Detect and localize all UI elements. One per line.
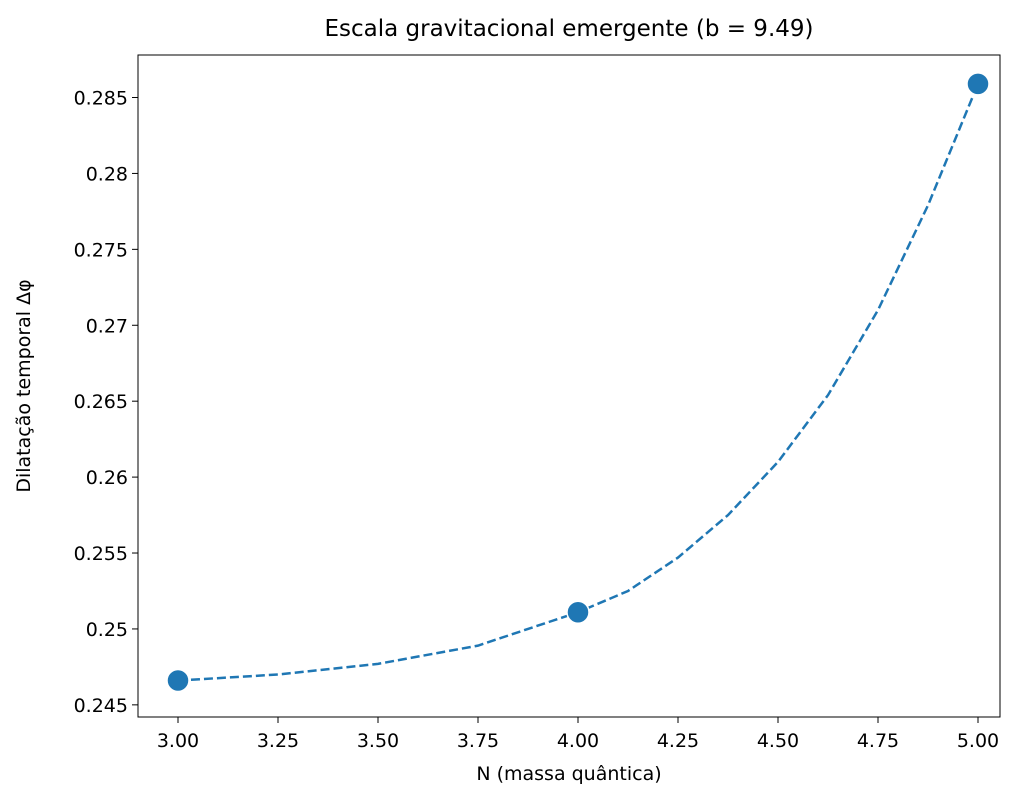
fit-line — [177, 83, 980, 682]
x-tick-label: 3.25 — [257, 730, 299, 752]
x-tick-label: 5.00 — [957, 730, 999, 752]
y-tick-label: 0.275 — [74, 239, 128, 261]
x-tick-label: 4.25 — [657, 730, 699, 752]
x-tick-label: 4.75 — [857, 730, 899, 752]
plot-frame — [137, 54, 1001, 718]
x-tick-label: 3.50 — [357, 730, 399, 752]
data-point — [166, 668, 190, 693]
x-tick-label: 4.00 — [557, 730, 599, 752]
x-tick-label: 3.00 — [157, 730, 199, 752]
x-tick-label: 4.50 — [757, 730, 799, 752]
y-tick-label: 0.285 — [74, 88, 128, 110]
y-tick-label: 0.25 — [86, 619, 128, 641]
data-point — [966, 72, 990, 96]
y-tick-label: 0.245 — [74, 695, 128, 717]
y-axis-label: Dilatação temporal Δφ — [13, 279, 35, 492]
data-point — [566, 600, 590, 624]
y-tick-label: 0.28 — [86, 163, 128, 185]
x-tick-label: 3.75 — [457, 730, 499, 752]
y-tick-label: 0.265 — [74, 391, 128, 413]
chart-title: Escala gravitacional emergente (b = 9.49… — [324, 16, 813, 42]
y-tick-label: 0.26 — [86, 467, 128, 489]
y-tick-label: 0.27 — [86, 315, 128, 337]
x-axis-label: N (massa quântica) — [476, 763, 661, 785]
y-tick-label: 0.255 — [74, 543, 128, 565]
